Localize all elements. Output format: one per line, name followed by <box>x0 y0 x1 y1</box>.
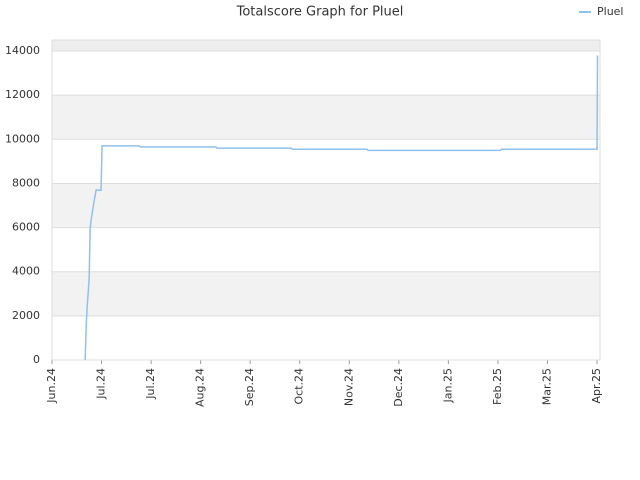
series-line <box>84 55 599 361</box>
x-tick-label: Oct.24 <box>293 368 306 405</box>
y-tick-label: 4000 <box>12 265 40 278</box>
band <box>52 95 600 140</box>
y-tick-label: 8000 <box>12 176 40 189</box>
y-tick-label: 10000 <box>5 132 40 145</box>
y-tick-label: 2000 <box>12 309 40 322</box>
band <box>52 271 600 316</box>
x-tick-label: Dec.24 <box>392 368 405 407</box>
x-tick-label: Aug.24 <box>194 368 207 407</box>
x-tick-label: Jul.24 <box>95 368 108 400</box>
y-tick-label: 0 <box>33 353 40 366</box>
plot-border <box>51 39 601 361</box>
x-tick-label: Sep.24 <box>243 368 256 406</box>
x-tick-label: Apr.25 <box>590 368 603 404</box>
x-tick-label: Feb.25 <box>491 368 504 405</box>
x-tick-label: Jun.24 <box>45 368 58 404</box>
band <box>52 183 600 228</box>
y-tick-label: 12000 <box>5 88 40 101</box>
x-tick-label: Nov.24 <box>342 368 355 406</box>
legend-label: Pluel <box>597 5 624 18</box>
y-tick-label: 14000 <box>5 44 40 57</box>
x-tick-label: Mar.25 <box>540 368 553 405</box>
band <box>52 40 600 52</box>
x-tick-label: Jul.24 <box>144 368 157 400</box>
x-tick-label: Jan.25 <box>441 368 454 403</box>
chart-title: Totalscore Graph for Pluel <box>236 5 404 20</box>
y-tick-label: 6000 <box>12 221 40 234</box>
